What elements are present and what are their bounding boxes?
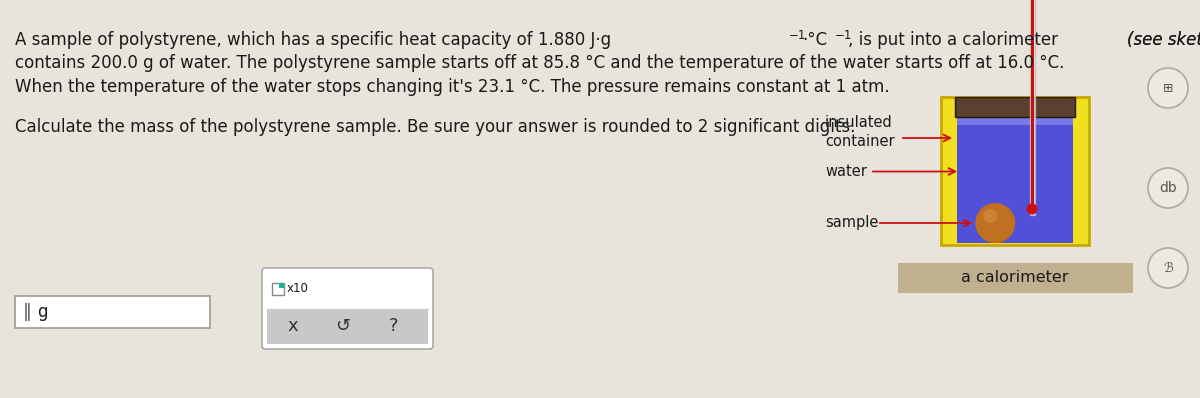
Text: ?: ? bbox=[389, 317, 397, 335]
FancyBboxPatch shape bbox=[262, 268, 433, 349]
Bar bbox=[266, 309, 428, 344]
Bar bbox=[941, 97, 1090, 245]
Text: −1: −1 bbox=[835, 29, 852, 42]
Circle shape bbox=[983, 209, 997, 223]
Text: contains 200.0 g of water. The polystyrene sample starts off at 85.8 °C and the : contains 200.0 g of water. The polystyre… bbox=[14, 54, 1064, 72]
Text: ↺: ↺ bbox=[336, 317, 350, 335]
Circle shape bbox=[1148, 168, 1188, 208]
Bar bbox=[272, 283, 284, 295]
Text: x10: x10 bbox=[287, 283, 308, 295]
Text: ·°C: ·°C bbox=[802, 31, 827, 49]
Text: −1: −1 bbox=[790, 29, 806, 42]
Text: (see sketch at right): (see sketch at right) bbox=[1127, 31, 1200, 49]
Text: , is put into a calorimeter: , is put into a calorimeter bbox=[848, 31, 1063, 49]
Text: ⊞: ⊞ bbox=[1163, 82, 1174, 94]
Text: g: g bbox=[37, 303, 48, 321]
Bar bbox=[955, 97, 1075, 117]
Text: a calorimeter: a calorimeter bbox=[961, 271, 1069, 285]
Circle shape bbox=[1148, 248, 1188, 288]
Text: sample: sample bbox=[826, 215, 878, 230]
Bar bbox=[1030, 0, 1034, 215]
Text: A sample of polystyrene, which has a specific heat capacity of 1.880 J·g: A sample of polystyrene, which has a spe… bbox=[14, 31, 611, 49]
Text: ‖: ‖ bbox=[23, 303, 32, 321]
Text: x: x bbox=[288, 317, 299, 335]
Text: ℬ: ℬ bbox=[1163, 261, 1172, 275]
Bar bbox=[14, 296, 210, 328]
Circle shape bbox=[1026, 203, 1038, 215]
Bar bbox=[278, 283, 284, 288]
Text: When the temperature of the water stops changing it's 23.1 °C. The pressure rema: When the temperature of the water stops … bbox=[14, 78, 889, 96]
Text: insulated
container: insulated container bbox=[826, 115, 895, 149]
Bar bbox=[898, 263, 1133, 293]
Circle shape bbox=[976, 203, 1015, 243]
Bar bbox=[1031, 0, 1033, 207]
Bar bbox=[958, 113, 1073, 125]
Text: db: db bbox=[1159, 181, 1177, 195]
Bar bbox=[958, 113, 1073, 243]
Circle shape bbox=[1148, 68, 1188, 108]
Text: (see sketch at right): (see sketch at right) bbox=[1127, 31, 1200, 49]
Text: Calculate the mass of the polystyrene sample. Be sure your answer is rounded to : Calculate the mass of the polystyrene sa… bbox=[14, 118, 856, 136]
Text: water: water bbox=[826, 164, 866, 179]
